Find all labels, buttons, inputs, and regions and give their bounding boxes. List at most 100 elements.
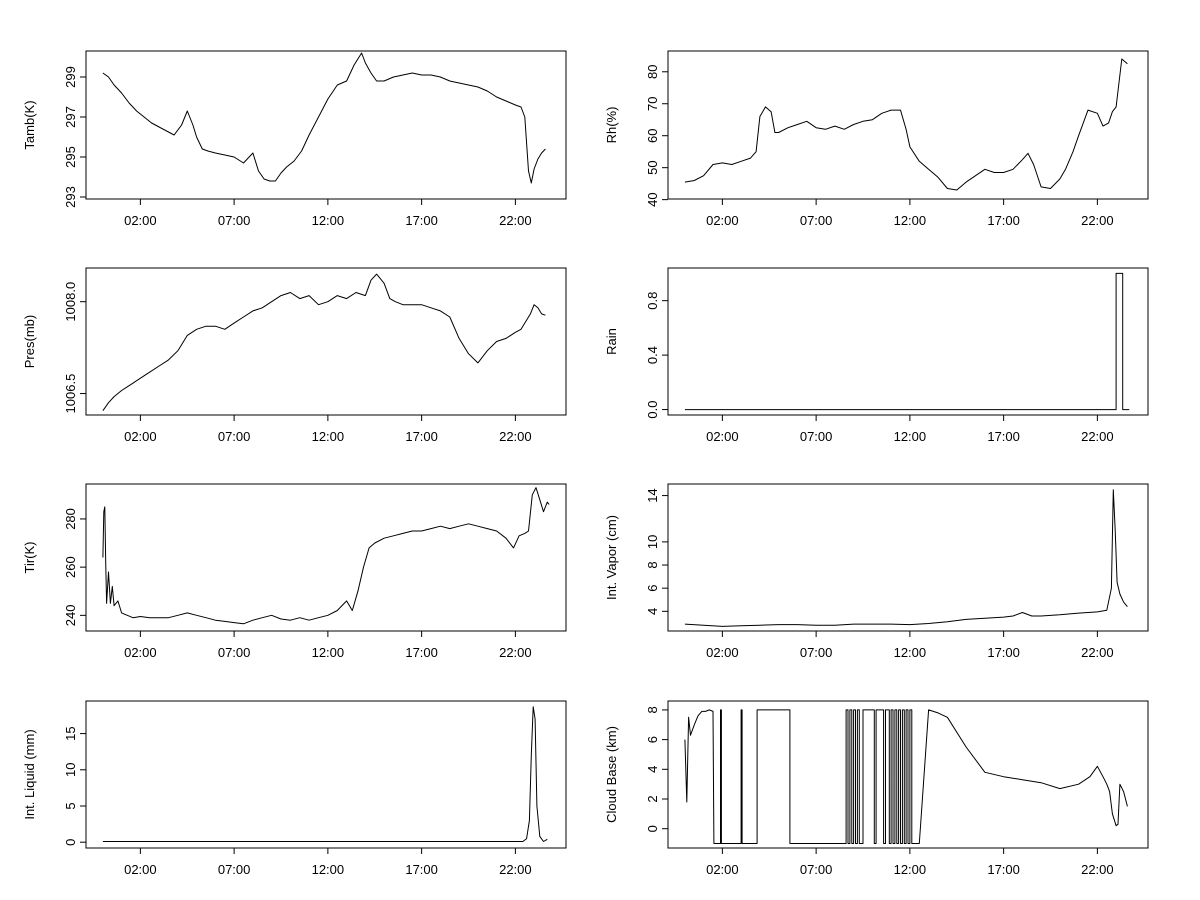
y-tick-label: 15	[63, 726, 78, 740]
y-tick-label: 60	[645, 128, 660, 142]
y-axis-label: Int. Liquid (mm)	[22, 729, 37, 819]
x-tick-label: 22:00	[499, 429, 532, 444]
series-line	[102, 706, 548, 842]
x-tick-label: 12:00	[894, 429, 927, 444]
chart-panel-4: 02:00 07:00 12:00 17:00 22:00 0.0 0.4 0.8 Rain	[604, 267, 1149, 444]
x-tick-label: 02:00	[706, 213, 739, 228]
x-tick-label: 07:00	[218, 429, 251, 444]
chart-panel-2: 02:00 07:00 12:00 17:00 22:00 40 50 60 70 80 Rh(%)	[604, 50, 1149, 228]
series-line	[102, 273, 546, 411]
y-tick-label: 5	[63, 802, 78, 809]
x-tick-label: 17:00	[987, 862, 1020, 877]
y-tick-label: 4	[645, 608, 660, 615]
x-tick-label: 22:00	[1081, 645, 1114, 660]
y-tick-label: 6	[645, 585, 660, 592]
y-tick-label: 6	[645, 736, 660, 743]
y-tick-label: 10	[645, 535, 660, 549]
y-tick-label: 8	[645, 706, 660, 713]
x-tick-label: 12:00	[894, 862, 927, 877]
plot-frame	[667, 50, 1149, 200]
chart-panel-1: 02:00 07:00 12:00 17:00 22:00 293 295 297 299 Tam…	[22, 50, 567, 228]
y-tick-label: 0	[645, 825, 660, 832]
plot-frame	[85, 50, 567, 200]
y-axis-label: Rain	[604, 328, 619, 355]
y-tick-label: 1006.5	[63, 374, 78, 414]
x-tick-label: 07:00	[218, 213, 251, 228]
y-tick-label: 40	[645, 192, 660, 206]
x-tick-label: 17:00	[987, 429, 1020, 444]
y-tick-label: 8	[645, 561, 660, 568]
y-tick-label: 295	[63, 146, 78, 168]
chart-panel-7: 02:00 07:00 12:00 17:00 22:00 0 5 10 15 Int. Liqu…	[22, 700, 567, 877]
plot-frame	[667, 483, 1149, 632]
x-tick-label: 17:00	[405, 645, 438, 660]
x-tick-label: 02:00	[706, 862, 739, 877]
series-line	[684, 709, 1128, 844]
x-tick-label: 12:00	[312, 429, 345, 444]
plot-frame	[85, 700, 567, 849]
y-tick-label: 70	[645, 97, 660, 111]
x-tick-label: 12:00	[894, 213, 927, 228]
x-tick-label: 02:00	[124, 645, 157, 660]
chart-panel-3: 02:00 07:00 12:00 17:00 22:00 1006.5 1008.0 Pre…	[22, 267, 567, 444]
x-tick-label: 02:00	[124, 213, 157, 228]
x-tick-label: 22:00	[499, 213, 532, 228]
x-tick-label: 12:00	[312, 862, 345, 877]
series-line	[102, 487, 550, 625]
x-tick-label: 07:00	[218, 645, 251, 660]
y-tick-label: 1008.0	[63, 282, 78, 322]
x-tick-label: 07:00	[800, 213, 833, 228]
chart-panel-8: 02:00 07:00 12:00 17:00 22:00 0 2 4 6 8 Cloud Base…	[604, 700, 1149, 877]
chart-panel-5: 02:00 07:00 12:00 17:00 22:00 240 260 280 Tir(K)	[22, 483, 567, 660]
plot-frame	[667, 700, 1149, 849]
plot-frame	[85, 267, 567, 416]
y-tick-label: 2	[645, 795, 660, 802]
x-tick-label: 22:00	[1081, 862, 1114, 877]
x-tick-label: 22:00	[1081, 429, 1114, 444]
y-axis-label: Int. Vapor (cm)	[604, 515, 619, 600]
y-tick-label: 10	[63, 763, 78, 777]
x-tick-label: 17:00	[405, 862, 438, 877]
x-tick-label: 02:00	[124, 862, 157, 877]
y-tick-label: 14	[645, 488, 660, 502]
y-axis-label: Tir(K)	[22, 541, 37, 573]
y-tick-label: 0	[63, 839, 78, 846]
y-tick-label: 293	[63, 186, 78, 208]
y-tick-label: 260	[63, 556, 78, 578]
y-tick-label: 297	[63, 106, 78, 128]
x-tick-label: 22:00	[499, 862, 532, 877]
x-tick-label: 02:00	[706, 429, 739, 444]
y-tick-label: 280	[63, 508, 78, 530]
x-tick-label: 22:00	[499, 645, 532, 660]
y-tick-label: 50	[645, 160, 660, 174]
x-tick-label: 17:00	[987, 645, 1020, 660]
plot-frame	[85, 483, 567, 632]
series-line	[102, 52, 546, 184]
y-tick-label: 0.4	[645, 346, 660, 364]
y-axis-label: Cloud Base (km)	[604, 726, 619, 823]
x-tick-label: 07:00	[218, 862, 251, 877]
chart-panel-6: 02:00 07:00 12:00 17:00 22:00 4 6 8 10 14 Int. Vap…	[604, 483, 1149, 660]
y-tick-label: 299	[63, 66, 78, 88]
x-tick-label: 07:00	[800, 645, 833, 660]
series-line	[684, 272, 1130, 411]
plot-frame	[667, 267, 1149, 416]
y-axis-label: Pres(mb)	[22, 315, 37, 368]
x-tick-label: 07:00	[800, 429, 833, 444]
x-tick-label: 22:00	[1081, 213, 1114, 228]
x-tick-label: 02:00	[124, 429, 157, 444]
series-line	[684, 489, 1128, 627]
x-tick-label: 02:00	[706, 645, 739, 660]
y-tick-label: 80	[645, 65, 660, 79]
series-line	[684, 58, 1128, 191]
x-tick-label: 12:00	[312, 645, 345, 660]
y-tick-label: 0.0	[645, 401, 660, 419]
y-axis-label: Tamb(K)	[22, 100, 37, 149]
y-tick-label: 4	[645, 766, 660, 773]
x-tick-label: 12:00	[312, 213, 345, 228]
x-tick-label: 07:00	[800, 862, 833, 877]
x-tick-label: 17:00	[405, 213, 438, 228]
y-axis-label: Rh(%)	[604, 107, 619, 144]
y-tick-label: 0.8	[645, 292, 660, 310]
